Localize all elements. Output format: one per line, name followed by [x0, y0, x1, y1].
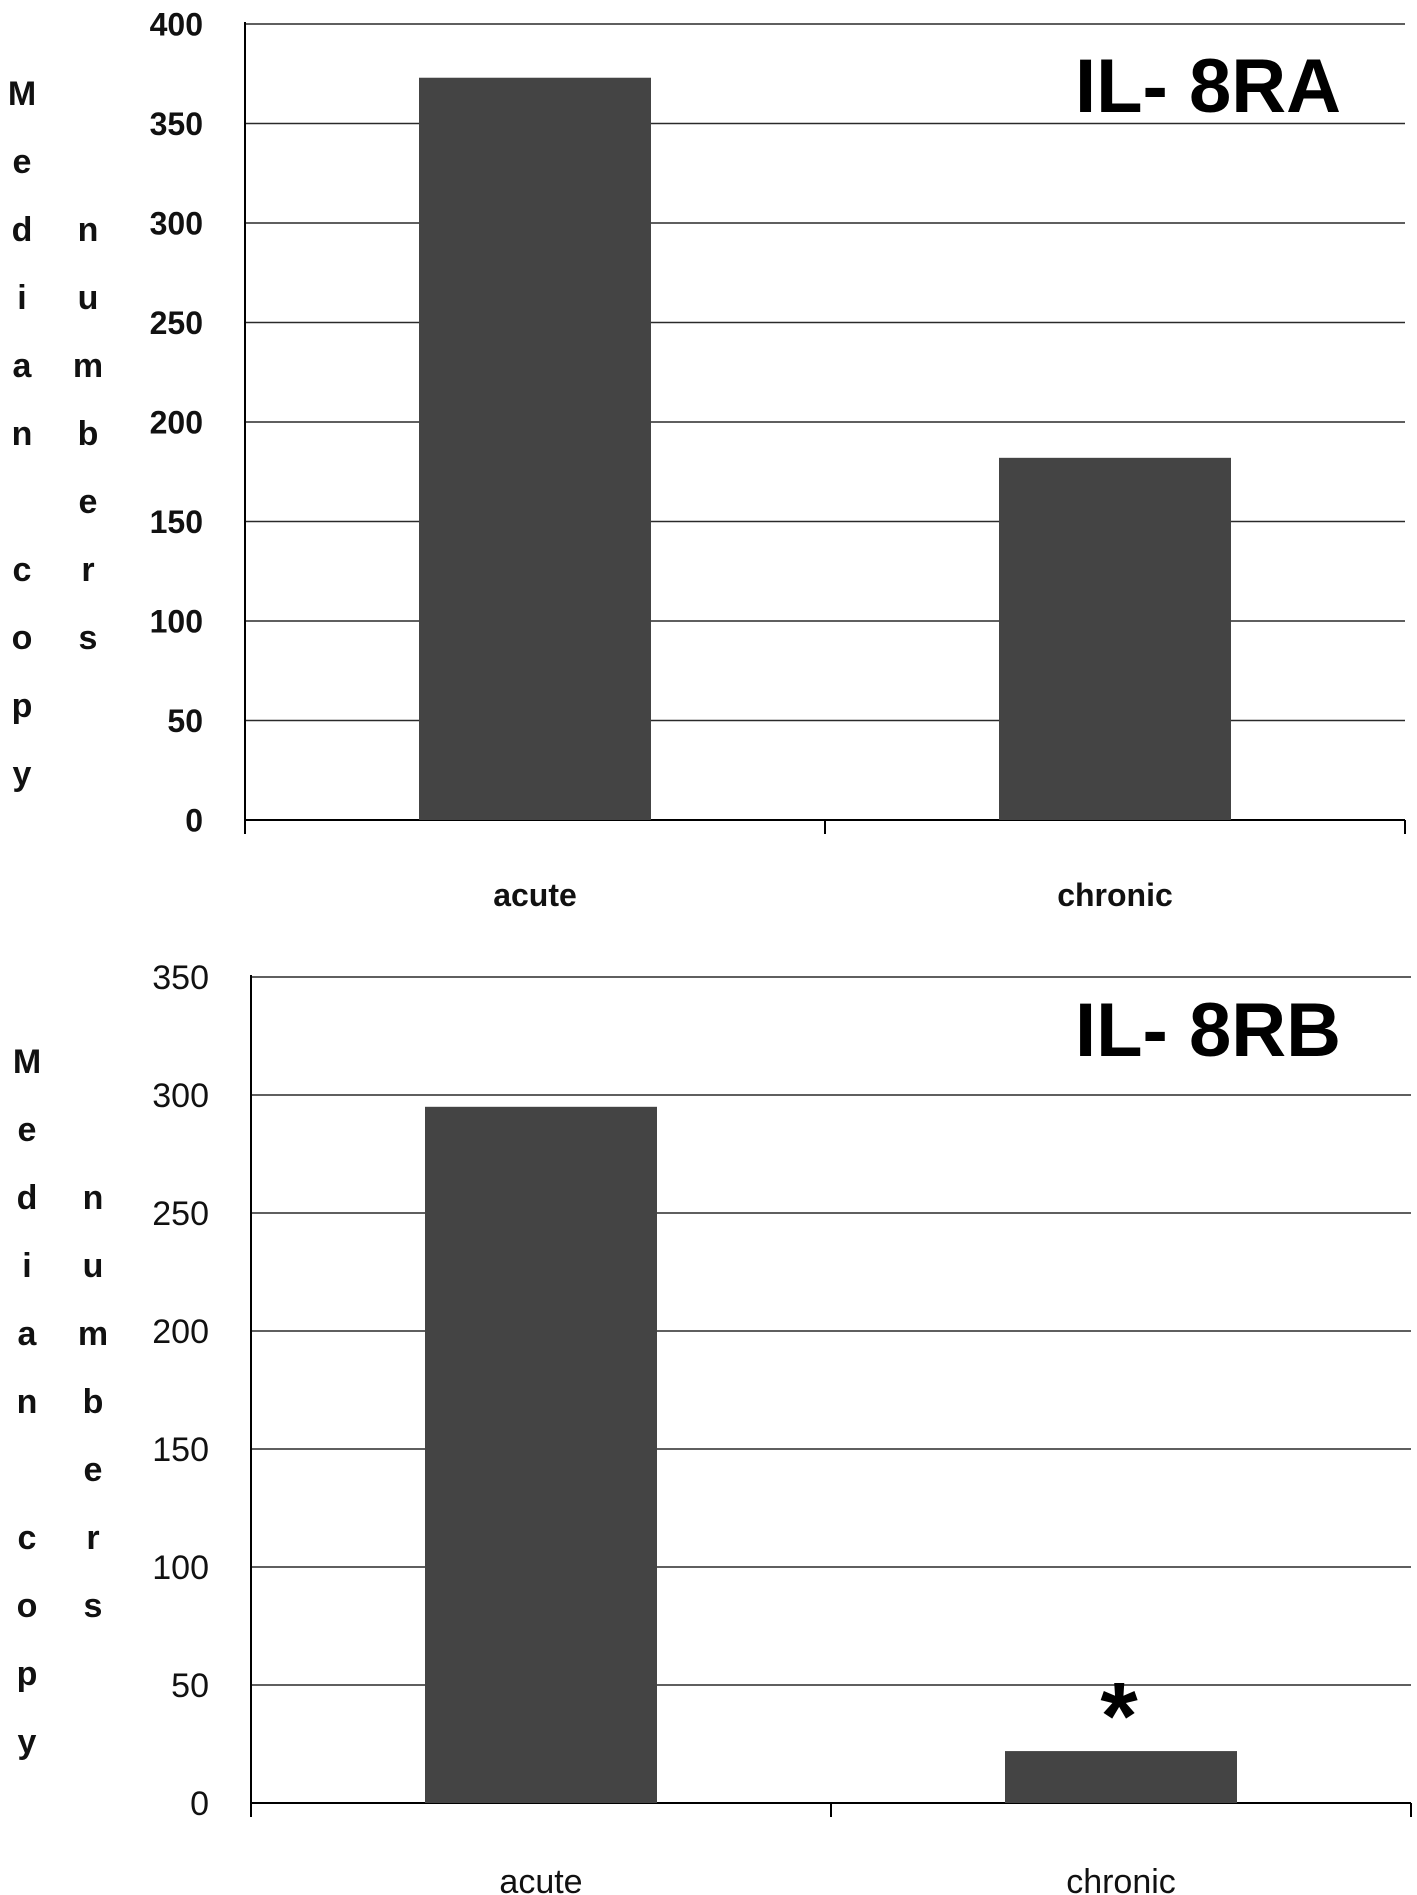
y-tick-label: 100 [152, 1549, 209, 1587]
chart-title: IL- 8RA [1075, 44, 1341, 129]
y-label-letter: M [8, 75, 36, 113]
y-label-letter: n [17, 1383, 38, 1421]
y-label-letter: p [17, 1655, 38, 1693]
y-label-letter: e [79, 483, 98, 521]
x-tick-label: chronic [1066, 1863, 1176, 1895]
bar-acute [425, 1106, 657, 1803]
y-label-letter: a [18, 1315, 38, 1353]
chart-1: 0 50 100 150 200 250 300 350 400 acute chronic IL- … [8, 7, 1406, 913]
y-tick-label: 200 [152, 1313, 209, 1351]
y-label-letter: s [79, 619, 98, 657]
y-label-letter: s [84, 1587, 103, 1625]
y-tick-label: 150 [150, 504, 203, 540]
x-tick-label: acute [493, 877, 577, 913]
y-label-letter: n [78, 211, 99, 249]
y-tick-label: 350 [150, 106, 203, 142]
y-label-letter: r [81, 551, 94, 589]
y-label-letter: i [22, 1247, 31, 1285]
y-label-letter: d [12, 211, 33, 249]
y-label-letter: n [83, 1179, 104, 1217]
y-label-letter: y [18, 1723, 37, 1761]
y-label-letter: c [13, 551, 32, 589]
bar-chronic [1005, 1751, 1237, 1803]
bar-chronic [999, 457, 1231, 820]
y-label-letter: d [17, 1179, 38, 1217]
y-label-letter: b [83, 1383, 104, 1421]
y-label-letter: c [18, 1519, 37, 1557]
x-tick-label: chronic [1057, 877, 1173, 913]
y-label-letter: b [78, 415, 99, 453]
y-tick-label: 100 [150, 604, 203, 640]
y-tick-label: 400 [150, 7, 203, 43]
y-label-letter: u [78, 279, 99, 317]
y-tick-label: 250 [152, 1195, 209, 1233]
significance-marker: * [1100, 1663, 1138, 1770]
y-label-letter: y [13, 755, 32, 793]
chart-title: IL- 8RB [1075, 988, 1341, 1073]
y-label-letter: r [86, 1519, 99, 1557]
chart-2: 0 50 100 150 200 250 300 350 acute chronic * IL- 8R… [13, 959, 1412, 1895]
y-label-letter: M [13, 1043, 41, 1081]
y-label-letter: e [13, 143, 32, 181]
y-label-letter: m [78, 1315, 108, 1353]
y-label-letter: o [17, 1587, 38, 1625]
y-tick-label: 50 [167, 703, 203, 739]
y-label-letter: e [84, 1451, 103, 1489]
y-label-letter: m [73, 347, 103, 385]
y-label-letter: i [17, 279, 26, 317]
x-tick-label: acute [499, 1863, 582, 1895]
y-tick-label: 200 [150, 405, 203, 441]
bar-acute [419, 77, 651, 821]
y-tick-label: 50 [171, 1667, 209, 1705]
y-tick-label: 350 [152, 959, 209, 997]
y-label-letter: n [12, 415, 33, 453]
y-label-letter: a [13, 347, 33, 385]
y-label-letter: p [12, 687, 33, 725]
y-tick-label: 150 [152, 1431, 209, 1469]
y-label-letter: u [83, 1247, 104, 1285]
y-tick-label: 0 [190, 1785, 209, 1823]
y-tick-label: 300 [150, 206, 203, 242]
y-label-letter: o [12, 619, 33, 657]
y-label-letter: e [18, 1111, 37, 1149]
y-tick-label: 0 [185, 803, 203, 839]
y-tick-label: 250 [150, 305, 203, 341]
y-tick-label: 300 [152, 1077, 209, 1115]
